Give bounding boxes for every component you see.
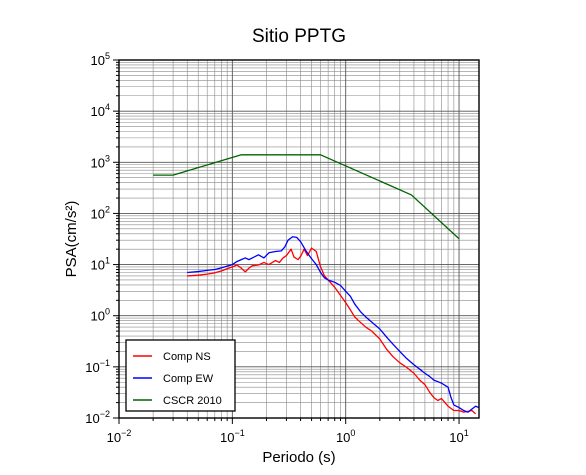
y-tick-label: 103 xyxy=(91,153,110,170)
y-tick-label: 105 xyxy=(91,51,110,68)
y-tick-label: 100 xyxy=(91,307,110,324)
x-tick-label: 101 xyxy=(449,428,468,445)
series-line-comp-ns xyxy=(187,247,477,415)
legend-label: Comp EW xyxy=(163,373,214,385)
legend-box xyxy=(125,339,236,412)
legend-label: CSCR 2010 xyxy=(163,395,222,407)
y-tick-labels: 10−2 10−1 100 101 102 103 104 105 xyxy=(85,51,110,426)
series-line-comp-ew xyxy=(187,236,480,413)
x-tick-labels: 10−2 10−1 100 101 xyxy=(107,428,469,445)
x-tick-label: 10−1 xyxy=(220,428,245,445)
plot-frame xyxy=(118,59,480,419)
x-tick-label: 100 xyxy=(336,428,355,445)
y-tick-label: 101 xyxy=(91,256,110,273)
y-axis-label: PSA(cm/s²) xyxy=(63,201,80,278)
y-tick-label: 102 xyxy=(91,204,110,221)
y-tick-label: 104 xyxy=(91,102,110,119)
chart-title: Sitio PPTG xyxy=(252,26,346,47)
legend-label: Comp NS xyxy=(163,351,211,363)
x-axis-label: Periodo (s) xyxy=(262,449,335,466)
x-tick-label: 10−2 xyxy=(107,428,132,445)
legend: Comp NS Comp EW CSCR 2010 xyxy=(125,339,236,412)
y-tick-label: 10−1 xyxy=(85,358,110,375)
axis-ticks xyxy=(113,59,460,424)
series-line-cscr-2010 xyxy=(153,154,460,240)
y-tick-label: 10−2 xyxy=(85,409,110,426)
series-lines xyxy=(153,154,480,415)
